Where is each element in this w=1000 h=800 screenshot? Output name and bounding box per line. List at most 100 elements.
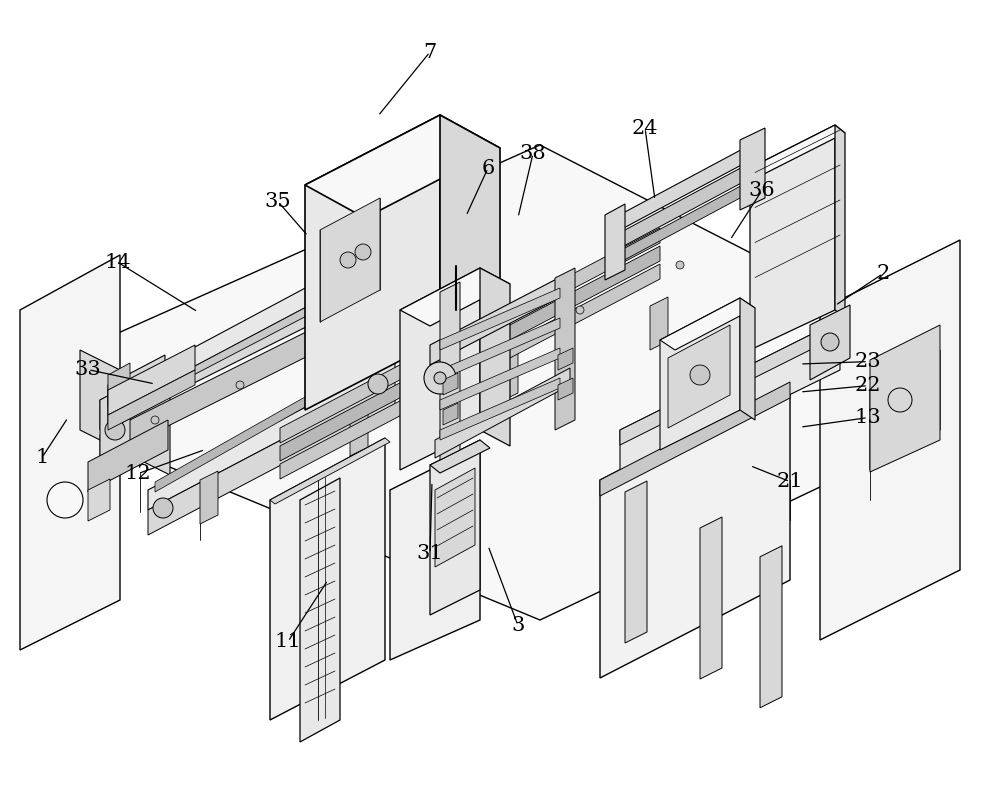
Polygon shape (88, 479, 110, 521)
Circle shape (105, 420, 125, 440)
Polygon shape (600, 382, 790, 678)
Polygon shape (610, 145, 760, 230)
Polygon shape (480, 268, 510, 446)
Circle shape (340, 252, 356, 268)
Polygon shape (180, 252, 410, 382)
Polygon shape (440, 115, 500, 370)
Polygon shape (300, 478, 340, 742)
Polygon shape (750, 125, 835, 350)
Text: 1: 1 (35, 448, 49, 467)
Polygon shape (200, 471, 218, 524)
Text: 23: 23 (855, 352, 881, 371)
Polygon shape (625, 481, 647, 643)
Circle shape (888, 388, 912, 412)
Polygon shape (650, 297, 668, 350)
Polygon shape (350, 403, 368, 456)
Polygon shape (740, 128, 765, 210)
Polygon shape (155, 350, 388, 492)
Polygon shape (400, 268, 510, 326)
Circle shape (424, 362, 456, 394)
Text: 11: 11 (275, 632, 301, 651)
Polygon shape (350, 265, 370, 340)
Circle shape (151, 416, 159, 424)
Polygon shape (108, 363, 130, 407)
Circle shape (676, 261, 684, 269)
Text: 6: 6 (481, 158, 495, 178)
Text: 31: 31 (417, 544, 443, 563)
Circle shape (821, 333, 839, 351)
Polygon shape (430, 272, 570, 365)
Polygon shape (280, 246, 660, 461)
Text: 38: 38 (520, 144, 546, 163)
Polygon shape (108, 345, 195, 415)
Polygon shape (760, 546, 782, 708)
Polygon shape (660, 298, 755, 350)
Circle shape (576, 306, 584, 314)
Polygon shape (555, 268, 575, 430)
Polygon shape (320, 198, 380, 322)
Polygon shape (820, 240, 960, 640)
Polygon shape (668, 325, 730, 428)
Circle shape (434, 372, 446, 384)
Polygon shape (558, 378, 573, 400)
Polygon shape (810, 305, 850, 380)
Polygon shape (835, 125, 845, 318)
Polygon shape (440, 318, 560, 380)
Circle shape (355, 244, 371, 260)
Text: 14: 14 (105, 253, 131, 272)
Polygon shape (435, 368, 570, 458)
Polygon shape (750, 125, 845, 176)
Polygon shape (610, 181, 755, 265)
Polygon shape (740, 298, 755, 420)
Circle shape (153, 498, 173, 518)
Polygon shape (605, 204, 625, 280)
Circle shape (47, 482, 83, 518)
Polygon shape (620, 320, 840, 478)
Polygon shape (600, 382, 790, 496)
Polygon shape (280, 264, 660, 479)
Text: 2: 2 (876, 264, 890, 283)
Polygon shape (270, 438, 385, 720)
Polygon shape (180, 232, 410, 374)
Polygon shape (443, 403, 458, 425)
Circle shape (368, 374, 388, 394)
Polygon shape (108, 355, 165, 430)
Polygon shape (660, 298, 740, 450)
Circle shape (690, 365, 710, 385)
Polygon shape (305, 115, 440, 410)
Polygon shape (80, 350, 170, 475)
Polygon shape (148, 380, 395, 535)
Circle shape (345, 288, 365, 308)
Polygon shape (558, 348, 573, 370)
Polygon shape (100, 300, 370, 460)
Polygon shape (440, 378, 560, 440)
Polygon shape (435, 468, 475, 567)
Polygon shape (305, 115, 500, 218)
Polygon shape (80, 145, 940, 620)
Polygon shape (443, 373, 458, 395)
Circle shape (236, 381, 244, 389)
Text: 35: 35 (265, 192, 291, 211)
Polygon shape (100, 384, 130, 476)
Text: 7: 7 (423, 42, 437, 62)
Text: 13: 13 (855, 408, 881, 427)
Polygon shape (88, 420, 168, 492)
Polygon shape (20, 255, 120, 650)
Polygon shape (270, 438, 390, 504)
Polygon shape (148, 360, 395, 510)
Polygon shape (100, 265, 370, 430)
Polygon shape (430, 440, 490, 473)
Polygon shape (108, 370, 195, 430)
Text: 3: 3 (511, 616, 525, 635)
Text: 24: 24 (632, 118, 658, 138)
Polygon shape (440, 288, 560, 350)
Polygon shape (440, 282, 460, 460)
Polygon shape (390, 445, 480, 660)
Polygon shape (870, 325, 940, 472)
Text: 36: 36 (749, 181, 775, 200)
Polygon shape (870, 350, 940, 470)
Text: 22: 22 (855, 376, 881, 395)
Polygon shape (620, 320, 840, 445)
Polygon shape (400, 268, 480, 470)
Text: 33: 33 (75, 360, 101, 379)
